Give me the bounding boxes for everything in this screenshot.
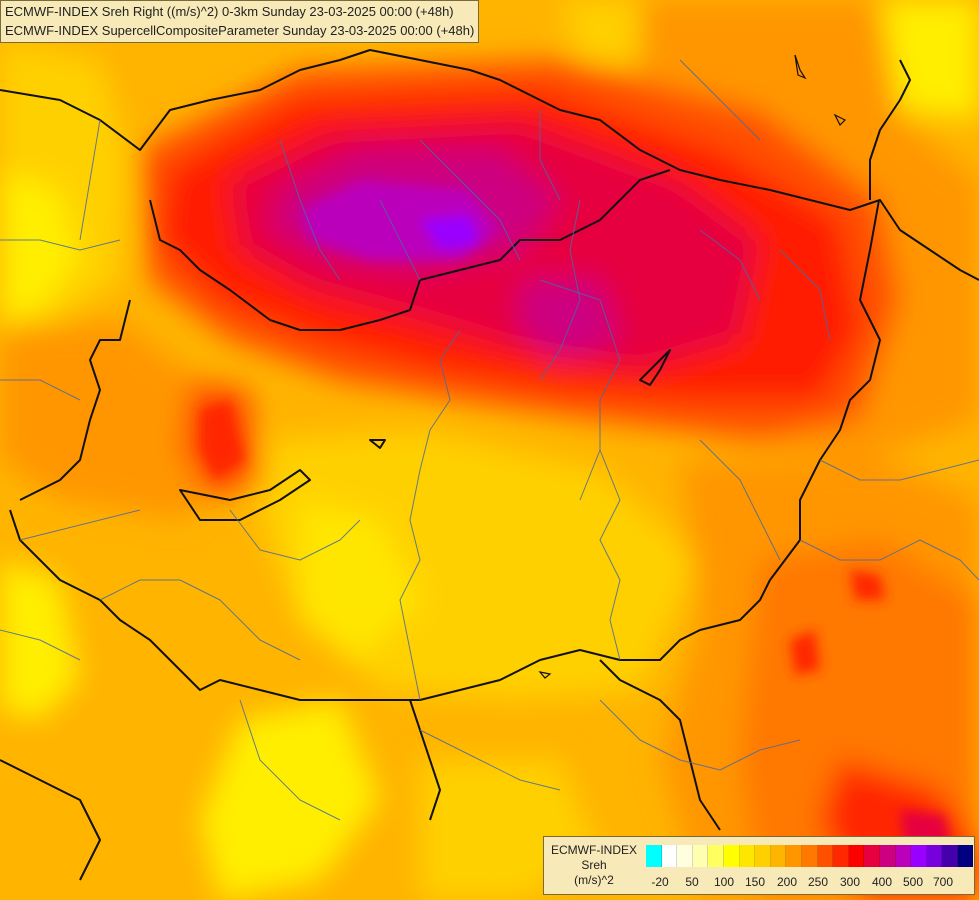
legend-tick-label: 400 xyxy=(871,875,893,889)
legend-tick-label: 50 xyxy=(685,875,699,889)
map-title-box: ECMWF-INDEX Sreh Right ((m/s)^2) 0-3km S… xyxy=(0,0,480,43)
legend-swatch xyxy=(661,845,678,867)
legend-swatch xyxy=(677,845,693,867)
legend-tick-label: 200 xyxy=(776,875,798,889)
legend-tick-label: 100 xyxy=(713,875,735,889)
legend-title-line: (m/s)^2 xyxy=(574,873,614,887)
title-line-sreh: ECMWF-INDEX Sreh Right ((m/s)^2) 0-3km S… xyxy=(5,4,454,19)
legend-title-line: ECMWF-INDEX xyxy=(551,843,637,857)
legend-tick-label: 150 xyxy=(744,875,766,889)
legend-swatch xyxy=(692,845,709,867)
legend-tick-labels: -20 50 100 150 200 250 300 400 500 700 xyxy=(646,875,974,891)
legend-swatch xyxy=(957,845,974,867)
legend-swatch xyxy=(723,845,740,867)
legend-swatch xyxy=(755,845,771,867)
legend-swatch xyxy=(879,845,896,867)
lakes xyxy=(538,54,847,679)
legend-swatch xyxy=(848,845,865,867)
legend-swatch xyxy=(739,845,756,867)
legend-title-line: Sreh xyxy=(581,858,607,872)
country-borders xyxy=(0,49,979,881)
legend-swatch xyxy=(911,845,927,867)
title-line-scp: ECMWF-INDEX SupercellCompositeParameter … xyxy=(5,23,475,38)
legend-swatch xyxy=(864,845,880,867)
legend-tick-label: 250 xyxy=(807,875,829,889)
legend-swatch xyxy=(926,845,943,867)
legend-tick-label: 500 xyxy=(902,875,924,889)
legend-swatch xyxy=(646,845,662,867)
legend-tick-label: -20 xyxy=(651,875,669,889)
legend-swatch xyxy=(942,845,958,867)
legend-tick-label: 700 xyxy=(932,875,954,889)
color-legend: ECMWF-INDEX Sreh (m/s)^2 -20 50 100 150 200 2… xyxy=(543,836,975,895)
legend-swatch xyxy=(770,845,787,867)
legend-swatch xyxy=(786,845,802,867)
legend-swatch xyxy=(895,845,912,867)
legend-swatch xyxy=(833,845,849,867)
legend-swatch xyxy=(817,845,834,867)
legend-swatch xyxy=(801,845,818,867)
legend-color-scale xyxy=(646,845,974,867)
legend-tick-label: 300 xyxy=(839,875,861,889)
sreh-core-fill xyxy=(200,180,950,850)
legend-title: ECMWF-INDEX Sreh (m/s)^2 xyxy=(544,843,644,888)
regional-borders xyxy=(0,59,979,821)
legend-swatch xyxy=(708,845,724,867)
